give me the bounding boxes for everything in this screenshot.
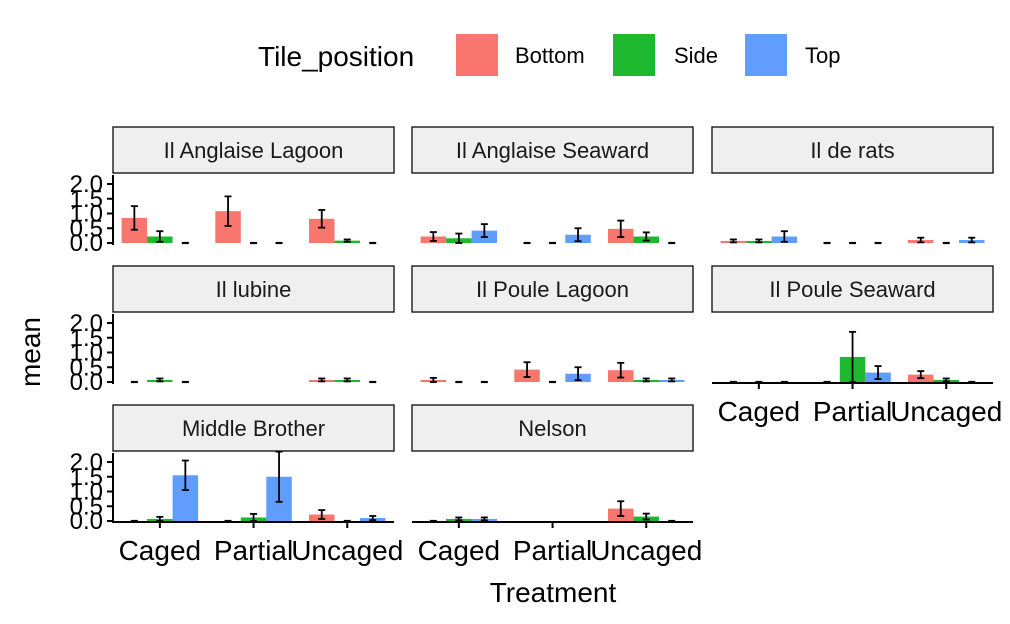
x-axis-title: Treatment: [490, 577, 617, 608]
y-tick-label: 0.5: [70, 354, 103, 381]
legend-label-top: Top: [805, 43, 840, 68]
y-tick-label: 1.5: [70, 325, 103, 352]
y-tick-label: 2.0: [70, 449, 103, 476]
panel-title: Il Anglaise Seaward: [456, 138, 649, 163]
x-tick-label: Caged: [418, 535, 501, 566]
y-tick-label: 0.0: [70, 369, 103, 396]
legend-label-side: Side: [674, 43, 718, 68]
legend-key-bottom: [456, 34, 498, 76]
x-tick-label: Uncaged: [890, 396, 1002, 427]
y-tick-label: 1.0: [70, 479, 103, 506]
y-tick-label: 2.0: [70, 171, 103, 198]
x-tick-label: Partial: [214, 535, 293, 566]
panel-4: Il Poule Lagoon: [411, 265, 694, 384]
panel-3: Il lubine 0.00.51.01.52.0: [70, 265, 395, 396]
y-tick-label: 1.5: [70, 464, 103, 491]
panel-title: Il Poule Seaward: [769, 277, 935, 302]
legend-label-bottom: Bottom: [515, 43, 585, 68]
x-tick-label: Caged: [718, 396, 801, 427]
panel-title: Il Poule Lagoon: [476, 277, 629, 302]
panel-strip: [411, 404, 694, 452]
panel-1: Il Anglaise Seaward: [411, 126, 694, 245]
legend-key-side: [613, 34, 655, 76]
panel-title: Nelson: [518, 416, 586, 441]
y-tick-label: 2.0: [70, 310, 103, 337]
legend-title: Tile_position: [258, 41, 414, 72]
panel-title: Il lubine: [216, 277, 292, 302]
panel-title: Il de rats: [810, 138, 894, 163]
panel-title: Il Anglaise Lagoon: [164, 138, 344, 163]
panel-strip: [112, 265, 395, 313]
panel-2: Il de rats: [711, 126, 994, 245]
x-tick-label: Partial: [513, 535, 592, 566]
y-tick-label: 0.5: [70, 215, 103, 242]
x-tick-label: Uncaged: [590, 535, 702, 566]
panel-title: Middle Brother: [182, 416, 325, 441]
x-tick-label: Partial: [813, 396, 892, 427]
y-tick-label: 0.0: [70, 230, 103, 257]
panel-6: Middle Brother 0.00.51.01.52.0 Caged Partia…: [70, 404, 403, 566]
panel-strip: [411, 126, 694, 174]
y-tick-label: 1.0: [70, 201, 103, 228]
panel-strip: [711, 265, 994, 313]
legend-key-top: [745, 34, 787, 76]
x-tick-label: Uncaged: [291, 535, 403, 566]
panel-strip: [112, 126, 395, 174]
legend: Tile_position Bottom Side Top: [258, 34, 840, 76]
y-tick-label: 0.0: [70, 508, 103, 535]
y-tick-label: 0.5: [70, 493, 103, 520]
y-tick-label: 1.5: [70, 186, 103, 213]
panel-0: Il Anglaise Lagoon 0.00.51.01.52.0: [70, 126, 395, 257]
y-axis-title: mean: [15, 317, 46, 387]
y-tick-label: 1.0: [70, 340, 103, 367]
panel-strip: [411, 265, 694, 313]
x-tick-label: Caged: [119, 535, 202, 566]
panel-strip: [711, 126, 994, 174]
panel-strip: [112, 404, 395, 452]
